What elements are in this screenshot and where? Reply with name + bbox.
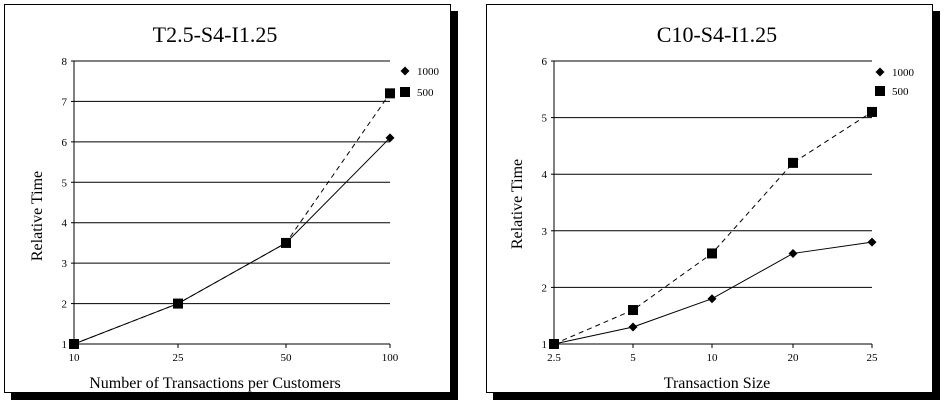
data-point-500	[628, 305, 638, 316]
data-point-1000	[788, 248, 798, 258]
x-tick-label: 100	[382, 352, 399, 364]
legend-marker-1000	[875, 67, 885, 77]
series-line-1000	[73, 137, 391, 345]
data-point-500	[173, 298, 183, 309]
x-tick-label: 10	[707, 352, 719, 364]
x-tick-label: 50	[281, 352, 293, 364]
x-tick-label: 25	[173, 352, 185, 364]
y-tick-label: 3	[542, 226, 548, 238]
chart-svg-right: C10-S4-I1.25 Transaction Size Relative T…	[509, 22, 915, 392]
y-tick-label: 6	[542, 56, 548, 68]
data-point-1000	[628, 322, 638, 332]
data-point-1000	[385, 133, 395, 143]
y-tick-label: 5	[542, 113, 548, 125]
chart-title: T2.5-S4-I1.25	[153, 22, 278, 47]
x-tick-label: 10	[69, 352, 81, 364]
legend-label-500: 500	[892, 86, 909, 98]
y-tick-label: 1	[542, 339, 548, 351]
series-line-500	[553, 111, 873, 345]
x-tick-label: 20	[788, 352, 800, 364]
legend-label-1000: 1000	[417, 66, 440, 78]
data-point-1000	[707, 294, 717, 304]
series-line-500	[73, 93, 391, 345]
y-tick-label: 2	[62, 299, 68, 311]
x-tick-label: 25	[867, 352, 879, 364]
data-point-500	[707, 248, 717, 259]
chart-title: C10-S4-I1.25	[657, 22, 777, 47]
y-tick-label: 5	[62, 177, 68, 189]
y-tick-label: 4	[62, 218, 68, 230]
y-tick-label: 4	[542, 169, 548, 181]
data-point-1000	[867, 237, 877, 247]
panel-frame	[4, 4, 451, 393]
data-point-500	[788, 157, 798, 168]
legend-label-1000: 1000	[892, 67, 915, 79]
y-tick-label: 7	[62, 96, 68, 108]
panel-frame	[486, 4, 933, 393]
data-point-500	[281, 237, 291, 248]
x-axis-label: Number of Transactions per Customers	[89, 375, 341, 392]
legend-label-500: 500	[417, 87, 434, 99]
y-tick-label: 8	[62, 56, 68, 68]
y-tick-label: 1	[62, 339, 68, 351]
x-axis-label: Transaction Size	[664, 375, 771, 392]
y-tick-label: 3	[62, 258, 68, 270]
data-point-500	[69, 339, 79, 349]
legend-marker-500	[400, 87, 410, 97]
y-axis-label: Relative Time	[29, 171, 46, 261]
x-tick-label: 5	[630, 352, 636, 364]
chart-panel-right: C10-S4-I1.25 Transaction Size Relative T…	[486, 4, 940, 400]
legend-marker-500	[875, 86, 885, 96]
y-tick-label: 6	[62, 137, 68, 149]
data-point-500	[385, 88, 395, 99]
x-tick-label: 2.5	[547, 352, 561, 364]
data-point-500	[549, 339, 559, 349]
chart-panel-left: T2.5-S4-I1.25 Number of Transactions per…	[4, 4, 458, 400]
legend-marker-1000	[400, 66, 410, 76]
chart-svg-left: T2.5-S4-I1.25 Number of Transactions per…	[29, 22, 440, 392]
data-point-500	[867, 106, 877, 117]
y-tick-label: 2	[542, 282, 548, 294]
y-axis-label: Relative Time	[509, 159, 526, 249]
